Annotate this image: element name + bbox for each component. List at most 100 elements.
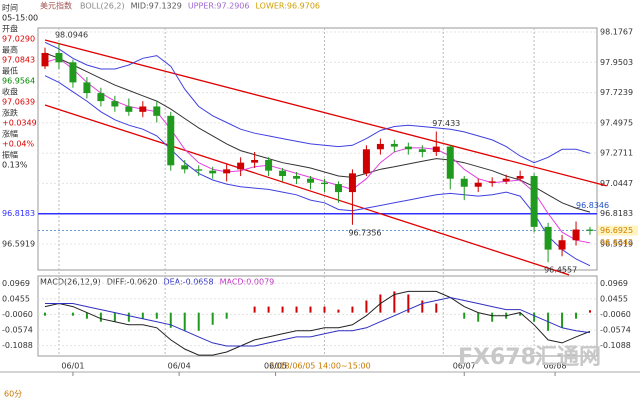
- candle-body: [558, 240, 566, 250]
- indicator-line: [44, 75, 591, 267]
- left-tick-label: 96.5919: [2, 239, 35, 248]
- macd-tick-label: -0.0060: [600, 310, 631, 319]
- candle-body: [167, 115, 175, 166]
- price-box: [598, 225, 638, 236]
- y-tick-label: 97.9503: [600, 58, 633, 67]
- macd-left-tick-label: -0.0574: [2, 326, 33, 335]
- indicator-line: [44, 57, 591, 244]
- quote-label: 时间: [2, 3, 18, 13]
- candle-body: [223, 169, 231, 174]
- macd-tick-label: 0.0455: [600, 294, 628, 303]
- candle-body: [474, 182, 482, 187]
- candle-body: [376, 143, 384, 150]
- indicator-line: [44, 41, 591, 164]
- extreme-label: 97.433: [432, 119, 460, 128]
- quote-value: 0.13%: [2, 161, 28, 170]
- candle-body: [41, 52, 49, 67]
- quote-label: 收盘: [2, 87, 18, 97]
- quote-value: +0.0349: [2, 119, 37, 128]
- candle-body: [460, 178, 468, 187]
- candle-body: [320, 182, 328, 185]
- indicator-line: [44, 52, 591, 213]
- candle-body: [209, 170, 217, 174]
- macd-frame: [37, 275, 598, 357]
- macd-left-tick-label: 0.0969: [2, 279, 30, 288]
- candle-body: [153, 106, 161, 116]
- price-mark: 96.8346: [576, 201, 609, 210]
- y-tick-label: 96.5919: [600, 239, 633, 248]
- period: 60分: [4, 390, 22, 399]
- candle-body: [111, 101, 119, 107]
- macd-left-tick-label: -0.0060: [2, 310, 33, 319]
- x-tick-label: 06/04: [168, 362, 191, 371]
- trend-line: [44, 104, 570, 276]
- quote-label: 最低: [2, 66, 18, 76]
- candle-body: [530, 176, 538, 227]
- last-price: 96.6925: [600, 226, 633, 235]
- quote-label: 涨跌: [2, 108, 18, 118]
- quote-label: 振幅: [2, 150, 18, 160]
- quote-label: 涨幅: [2, 129, 18, 139]
- y-tick-label: 98.1767: [600, 27, 633, 36]
- quote-value: 05-15:00: [2, 14, 38, 23]
- quote-value: 97.0639: [2, 98, 35, 107]
- y-tick-label: 96.8183: [600, 209, 633, 218]
- candle-body: [83, 82, 91, 94]
- extreme-label: 98.0946: [55, 30, 88, 39]
- candle-body: [139, 106, 147, 112]
- candle-body: [181, 165, 189, 170]
- candle-body: [572, 229, 580, 241]
- candle-body: [418, 149, 426, 152]
- boll-header: UPPER:97.2906: [188, 2, 250, 11]
- candle-body: [488, 181, 496, 183]
- macd-line: [45, 296, 591, 347]
- candle-body: [544, 226, 552, 250]
- macd-header: MACD(26,12,9): [40, 278, 101, 287]
- candle-body: [432, 146, 440, 152]
- macd-header: MACD:0.0079: [220, 278, 275, 287]
- candle-body: [251, 159, 259, 163]
- x-tick-label: 06/01: [61, 362, 84, 371]
- macd-tick-label: 0.0969: [600, 279, 628, 288]
- macd-tick-label: -0.0574: [600, 326, 631, 335]
- candle-body: [362, 149, 370, 174]
- macd-line: [44, 290, 591, 356]
- quote-value: +0.04%: [2, 140, 35, 149]
- y-tick-label: 97.7239: [600, 88, 633, 97]
- x-tick-label: 06/05: [264, 362, 287, 371]
- candle-body: [69, 62, 77, 83]
- macd-header: DIFF:-0.0620: [107, 278, 158, 287]
- macd-left-tick-label: 0.0455: [2, 294, 30, 303]
- candle-body: [97, 93, 105, 102]
- boll-header: MID:97.1329: [131, 2, 182, 11]
- macd-left-tick-label: -0.1088: [2, 341, 33, 350]
- candle-body: [586, 229, 594, 231]
- candle-body: [446, 146, 454, 179]
- quote-label: 开盘: [2, 24, 18, 34]
- x-tick-label: 06/07: [453, 362, 476, 371]
- candle-body: [279, 170, 287, 177]
- macd-header: DEA:-0.0658: [163, 278, 213, 287]
- y-tick-label: 97.0447: [600, 179, 633, 188]
- extreme-label: 96.4557: [544, 266, 577, 275]
- y-tick-label: 97.2711: [600, 149, 633, 158]
- watermark: 汇通网: [535, 345, 601, 370]
- y-tick-label: 97.4975: [600, 118, 633, 127]
- candle-body: [502, 178, 510, 182]
- extreme-label: 96.7356: [348, 228, 381, 237]
- boll-header: LOWER:96.9706: [255, 2, 320, 11]
- boll-header: BOLL(26,2): [80, 2, 125, 11]
- watermark: FX678: [458, 345, 536, 370]
- main-frame: [37, 27, 598, 271]
- candle-body: [237, 162, 245, 170]
- chart-title: 美元指数: [40, 1, 72, 11]
- candle-body: [265, 159, 273, 171]
- macd-tick-label: -0.1088: [600, 341, 631, 350]
- candle-body: [125, 106, 133, 112]
- quote-value: 97.0290: [2, 35, 35, 44]
- candle-body: [307, 178, 315, 183]
- cursor-label: 2018/06/05 14:00~15:00: [269, 362, 370, 371]
- quote-label: 最高: [2, 45, 18, 55]
